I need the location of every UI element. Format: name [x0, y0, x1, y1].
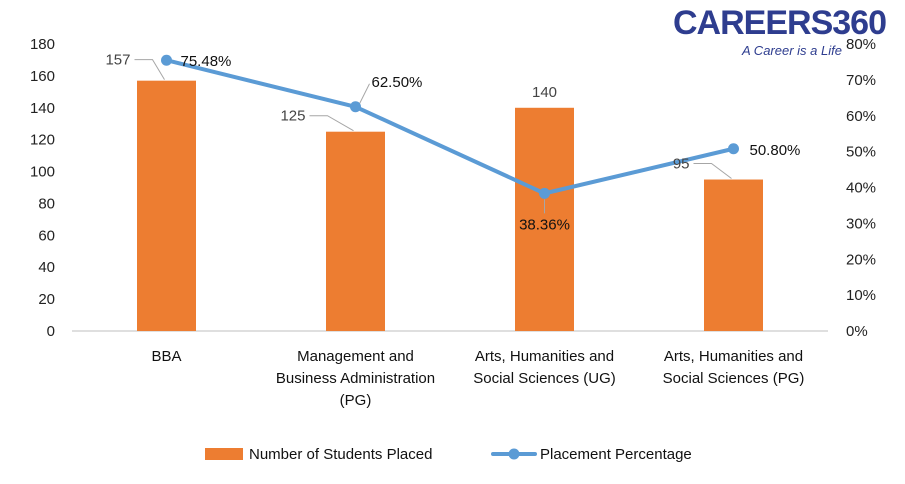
label-leader-lines [134, 59, 732, 214]
y-right-tick-label: 40% [846, 180, 876, 197]
line-data-label: 75.48% [181, 53, 232, 70]
line-path [164, 58, 736, 196]
y-left-tick-label: 60 [38, 227, 55, 244]
y-left-tick-label: 160 [30, 68, 55, 85]
bar-label-leader [309, 115, 354, 132]
legend-line-marker [508, 448, 520, 460]
x-category-label: Arts, Humanities and Social Sciences (PG) [663, 348, 805, 387]
line-point [539, 187, 550, 199]
y-left-tick-label: 0 [47, 323, 55, 340]
y-right-tick-label: 20% [846, 251, 876, 268]
x-category-label-line: (PG) [340, 392, 372, 409]
legend: Number of Students Placed Placement Perce… [205, 446, 692, 463]
x-category-label-line: Arts, Humanities and [664, 348, 803, 365]
x-category-label-line: Arts, Humanities and [475, 348, 614, 365]
bar-series [137, 80, 763, 332]
x-category-label-line: Business Administration [276, 370, 435, 387]
bar [515, 107, 574, 332]
x-category-label-line: BBA [151, 348, 181, 365]
bar-label-leader [134, 59, 165, 80]
y-left-tick-label: 180 [30, 36, 55, 53]
y-left-tick-label: 40 [38, 259, 55, 276]
line-label-leader [359, 83, 370, 105]
y-left-tick-label: 100 [30, 164, 55, 181]
y-right-tick-label: 30% [846, 215, 876, 232]
y-left-tick-label: 140 [30, 100, 55, 117]
line-series [161, 54, 739, 199]
line-point [350, 101, 361, 113]
axes: 0 20 40 60 80 100 120 140 160 180 0% 10% 20% 30% 40% 50… [30, 36, 876, 409]
bar-data-label: 95 [673, 156, 690, 173]
logo-tagline: A Career is a Life [741, 43, 842, 58]
line-point [161, 54, 172, 66]
bar-data-label: 157 [105, 52, 130, 69]
line-data-label: 62.50% [372, 74, 423, 91]
x-category-label-line: Social Sciences (PG) [663, 370, 805, 387]
bar-data-label: 125 [280, 108, 305, 125]
y-left-tick-label: 80 [38, 195, 55, 212]
y-left-tick-label: 20 [38, 291, 55, 308]
y-right-tick-label: 60% [846, 108, 876, 125]
line-data-label: 50.80% [750, 142, 801, 159]
y-right-tick-label: 80% [846, 36, 876, 53]
logo-wordmark: CAREERS360 [673, 4, 886, 42]
y-right-tick-label: 70% [846, 72, 876, 89]
y-left-tick-label: 120 [30, 132, 55, 149]
logo: CAREERS360 A Career is a Life [673, 4, 887, 58]
legend-bar-label: Number of Students Placed [249, 446, 432, 463]
x-category-label: Management and Business Administration (PG… [276, 348, 435, 409]
bar [704, 179, 763, 331]
line-point [728, 143, 739, 155]
legend-bar-swatch [205, 448, 243, 460]
bar-data-label: 140 [532, 84, 557, 101]
legend-line-label: Placement Percentage [540, 446, 692, 463]
data-labels: 157 125 140 95 75.48% 62.50% 38.36% 50.80% [105, 52, 800, 234]
x-category-label-line: Social Sciences (UG) [473, 370, 616, 387]
bar [137, 80, 196, 331]
y-right-tick-label: 10% [846, 287, 876, 304]
y-right-tick-label: 50% [846, 144, 876, 161]
x-category-label: BBA [151, 348, 181, 365]
x-category-label: Arts, Humanities and Social Sciences (UG) [473, 348, 616, 387]
line-data-label: 38.36% [519, 216, 570, 233]
y-right-tick-label: 0% [846, 323, 868, 340]
bar-label-leader [693, 163, 732, 179]
x-category-label-line: Management and [297, 348, 414, 365]
bar [326, 131, 385, 331]
